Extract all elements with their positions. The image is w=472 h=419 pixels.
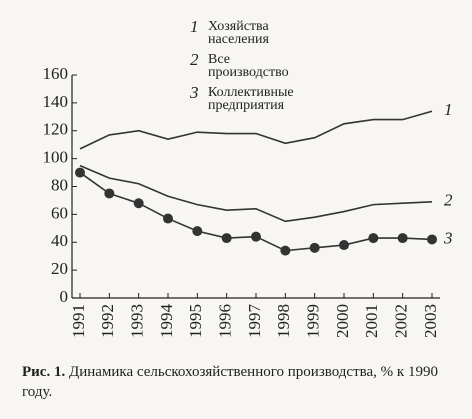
x-tick-label: 1996 bbox=[216, 304, 235, 338]
series-end-label: 1 bbox=[444, 100, 453, 119]
point bbox=[221, 233, 232, 244]
y-tick-label: 140 bbox=[43, 92, 69, 111]
point bbox=[104, 188, 115, 199]
x-tick-label: 2003 bbox=[421, 304, 440, 338]
point bbox=[397, 233, 408, 244]
legend-key: 2 bbox=[190, 50, 199, 69]
series-line bbox=[79, 164, 433, 223]
y-tick-label: 20 bbox=[51, 259, 68, 278]
point bbox=[75, 167, 85, 178]
x-tick-label: 2000 bbox=[333, 304, 352, 338]
point bbox=[339, 240, 349, 251]
point bbox=[163, 213, 173, 224]
y-tick-label: 40 bbox=[51, 231, 68, 250]
y-tick-label: 0 bbox=[60, 287, 69, 306]
x-tick-label: 2002 bbox=[392, 304, 411, 338]
point bbox=[368, 233, 379, 244]
y-tick-label: 60 bbox=[51, 203, 68, 222]
y-tick-label: 160 bbox=[43, 64, 69, 83]
legend-label: Коллективные предприятия bbox=[208, 85, 294, 113]
x-tick-label: 1994 bbox=[157, 304, 176, 339]
x-tick-label: 1991 bbox=[69, 304, 88, 338]
legend-key: 1 bbox=[190, 17, 199, 36]
x-tick-label: 1993 bbox=[128, 304, 147, 338]
caption-text: Динамика сельскохозяйственного производс… bbox=[22, 364, 438, 400]
chart: 0 20 40 60 80 100 120 140 160 1991 1992 1993 1994 199… bbox=[43, 64, 454, 339]
x-tick-label: 1999 bbox=[304, 304, 323, 338]
x-tick-label: 1998 bbox=[274, 304, 293, 338]
legend-key: 3 bbox=[190, 83, 199, 102]
x-tick-label: 1995 bbox=[186, 304, 205, 338]
x-tick-label: 1992 bbox=[98, 304, 117, 338]
point bbox=[133, 198, 144, 209]
legend-label: Хозяйства населения bbox=[208, 19, 269, 47]
caption: Рис. 1. Динамика сельскохозяйственного п… bbox=[22, 362, 462, 402]
series-line bbox=[79, 110, 433, 150]
x-tick-label: 1997 bbox=[245, 304, 264, 339]
point bbox=[280, 245, 291, 256]
x-tick-label: 2001 bbox=[362, 304, 381, 338]
y-tick-label: 100 bbox=[43, 148, 69, 167]
y-tick-label: 120 bbox=[43, 120, 69, 139]
point bbox=[192, 226, 203, 237]
figure-label: Рис. 1. bbox=[22, 364, 66, 380]
series-end-label: 3 bbox=[443, 228, 453, 247]
point bbox=[251, 231, 261, 242]
point bbox=[427, 234, 437, 245]
series-end-label: 2 bbox=[444, 191, 453, 210]
point bbox=[309, 242, 320, 253]
y-tick-label: 80 bbox=[51, 175, 68, 194]
legend-label: Все производство bbox=[208, 52, 289, 80]
